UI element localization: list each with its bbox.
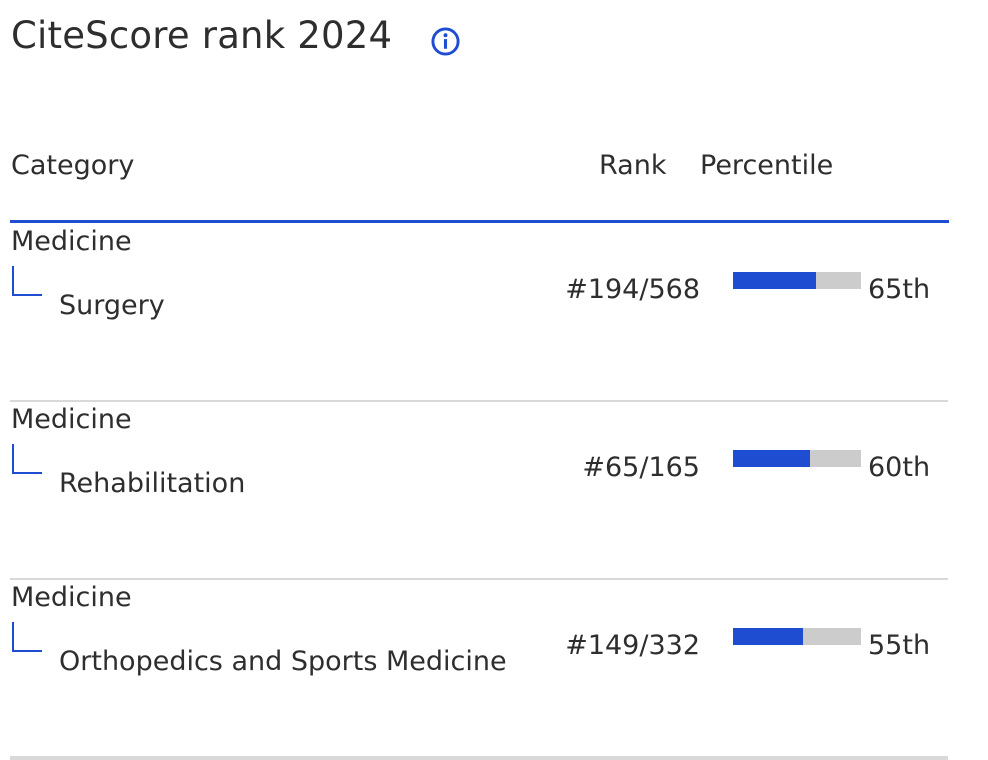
rank-column-header: Rank [599,150,667,181]
row-divider [10,578,948,580]
percentile-value: 55th [868,630,931,661]
table-row: Medicine Surgery #194/568 65th [10,224,948,402]
subject-area-link[interactable]: Surgery [59,290,165,321]
row-divider [10,756,948,760]
percentile-bar [733,628,861,645]
rank-value: #194/568 [565,274,700,305]
subject-area-link[interactable]: Orthopedics and Sports Medicine [59,646,507,677]
row-divider [10,400,948,402]
info-icon[interactable] [430,26,461,57]
percentile-bar [733,450,861,467]
percentile-bar [733,272,861,289]
percentile-bar-fill [733,628,804,645]
percentile-value: 60th [868,452,931,483]
percentile-bar-fill [733,450,810,467]
tree-connector-icon [12,266,42,296]
parent-category: Medicine [11,582,132,613]
header-divider [10,220,949,223]
table-row: Medicine Orthopedics and Sports Medicine… [10,580,948,760]
parent-category: Medicine [11,404,132,435]
percentile-bar-fill [733,272,817,289]
percentile-column-header: Percentile [700,150,834,181]
rank-value: #65/165 [582,452,700,483]
category-column-header: Category [11,150,135,181]
rank-value: #149/332 [565,630,700,661]
table-row: Medicine Rehabilitation #65/165 60th [10,402,948,580]
tree-connector-icon [12,444,42,474]
tree-connector-icon [12,622,42,652]
subject-area-link[interactable]: Rehabilitation [59,468,246,499]
parent-category: Medicine [11,226,132,257]
page-title: CiteScore rank 2024 [11,14,393,57]
percentile-value: 65th [868,274,931,305]
